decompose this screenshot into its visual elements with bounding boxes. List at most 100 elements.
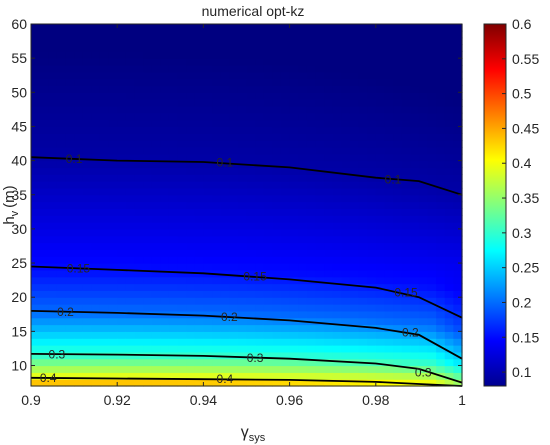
heatmap-cell	[393, 304, 403, 312]
heatmap-cell	[212, 276, 222, 285]
heatmap-cell	[324, 174, 334, 182]
heatmap-cell	[56, 44, 67, 52]
heatmap-cell	[306, 146, 317, 155]
heatmap-cell	[91, 297, 101, 305]
heatmap-cell	[117, 194, 127, 203]
heatmap-cell	[358, 78, 368, 87]
heatmap-cell	[237, 133, 248, 141]
heatmap-cell	[332, 283, 342, 291]
heatmap-cell	[39, 133, 49, 141]
heatmap-cell	[418, 194, 429, 203]
heatmap-cell	[117, 112, 127, 121]
heatmap-cell	[65, 331, 75, 339]
heatmap-cell	[212, 365, 222, 373]
heatmap-cell	[341, 365, 351, 373]
heatmap-cell	[280, 187, 291, 196]
heatmap-cell	[168, 269, 179, 278]
heatmap-cell	[453, 304, 463, 312]
heatmap-cell	[74, 58, 84, 66]
contour-line-0.3	[30, 353, 463, 384]
heatmap-cell	[289, 146, 299, 155]
heatmap-cell	[306, 112, 317, 121]
heatmap-cell	[341, 338, 351, 346]
heatmap-cell	[220, 379, 230, 387]
heatmap-cell	[108, 112, 118, 121]
heatmap-cell	[143, 167, 153, 175]
contour-label: 0.15	[394, 285, 418, 299]
heatmap-cell	[56, 126, 67, 134]
heatmap-cell	[263, 71, 273, 80]
heatmap-cell	[134, 105, 144, 114]
heatmap-cell	[436, 338, 446, 346]
heatmap-cell	[108, 140, 118, 148]
heatmap-cell	[306, 222, 317, 230]
heatmap-cell	[108, 215, 118, 223]
heatmap-cell	[39, 85, 49, 93]
heatmap-cell	[74, 160, 84, 169]
heatmap-cell	[427, 351, 437, 360]
heatmap-cell	[125, 85, 136, 93]
heatmap-cell	[324, 187, 334, 196]
heatmap-cell	[48, 276, 58, 285]
heatmap-cell	[427, 222, 437, 230]
heatmap-cell	[427, 365, 437, 373]
heatmap-cell	[393, 85, 403, 93]
heatmap-cell	[194, 51, 204, 59]
heatmap-cell	[375, 208, 386, 216]
heatmap-cell	[194, 290, 204, 298]
heatmap-cell	[125, 242, 136, 250]
heatmap-cell	[298, 208, 308, 216]
heatmap-cell	[272, 51, 282, 59]
heatmap-cell	[177, 249, 187, 257]
heatmap-cell	[315, 30, 325, 39]
heatmap-cell	[212, 379, 222, 387]
heatmap-cell	[186, 167, 196, 175]
heatmap-cell	[82, 119, 92, 128]
heatmap-cell	[39, 256, 49, 264]
heatmap-cell	[393, 24, 403, 32]
heatmap-cell	[272, 351, 282, 360]
heatmap-cell	[194, 92, 204, 100]
heatmap-cell	[203, 297, 213, 305]
heatmap-cell	[168, 37, 179, 46]
heatmap-cell	[143, 44, 153, 52]
heatmap-cell	[39, 99, 49, 107]
heatmap-cell	[151, 297, 161, 305]
heatmap-cell	[401, 58, 411, 66]
heatmap-cell	[160, 187, 170, 196]
heatmap-cell	[194, 208, 204, 216]
heatmap-cell	[82, 276, 92, 285]
heatmap-cell	[393, 365, 403, 373]
heatmap-cell	[444, 256, 454, 264]
heatmap-cell	[212, 304, 222, 312]
heatmap-cell	[255, 160, 265, 169]
heatmap-cell	[177, 146, 187, 155]
heatmap-cell	[384, 324, 394, 332]
heatmap-cell	[306, 276, 317, 285]
heatmap-cell	[453, 181, 463, 189]
heatmap-cell	[65, 187, 75, 196]
heatmap-cell	[410, 304, 420, 312]
heatmap-cell	[263, 30, 273, 39]
heatmap-cell	[177, 365, 187, 373]
y-tick-label: 30	[11, 221, 27, 237]
heatmap-cell	[99, 249, 110, 257]
heatmap-cell	[143, 105, 153, 114]
heatmap-cell	[117, 146, 127, 155]
heatmap-cell	[384, 44, 394, 52]
heatmap-cell	[125, 235, 136, 244]
heatmap-cell	[177, 37, 187, 46]
heatmap-cell	[186, 194, 196, 203]
heatmap-cell	[82, 249, 92, 257]
heatmap-cell	[393, 345, 403, 353]
heatmap-cell	[117, 249, 127, 257]
heatmap-cell	[65, 256, 75, 264]
heatmap-cell	[74, 324, 84, 332]
heatmap-cell	[229, 228, 239, 237]
heatmap-cell	[48, 345, 58, 353]
heatmap-cell	[324, 242, 334, 250]
heatmap-cell	[194, 140, 204, 148]
heatmap-cell	[349, 290, 360, 298]
heatmap-cell	[341, 269, 351, 278]
heatmap-cell	[143, 372, 153, 380]
